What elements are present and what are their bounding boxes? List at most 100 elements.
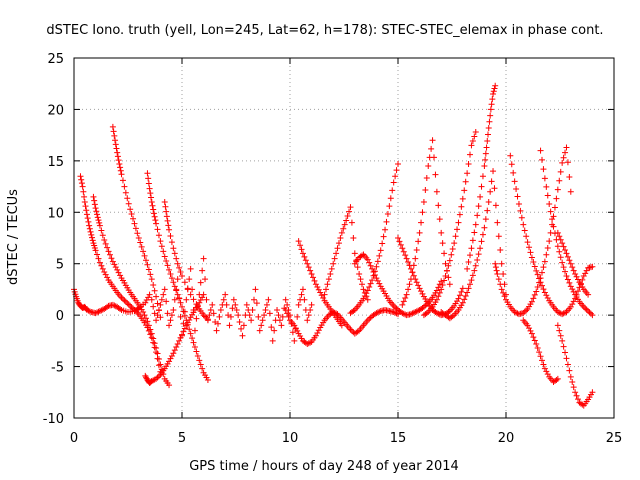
data-point-interp bbox=[539, 156, 545, 163]
data-point bbox=[395, 160, 401, 167]
data-point-interp bbox=[569, 286, 576, 293]
data-point-interp bbox=[527, 249, 534, 256]
data-point-interp bbox=[80, 188, 87, 195]
data-point-interp bbox=[346, 208, 353, 215]
data-point-interp bbox=[534, 284, 541, 291]
data-point-interp bbox=[305, 340, 312, 347]
data-point-interp bbox=[484, 207, 491, 214]
data-point-interp bbox=[344, 213, 351, 220]
data-point bbox=[256, 327, 263, 334]
data-point-interp bbox=[367, 280, 374, 287]
data-point-interp bbox=[374, 258, 381, 265]
data-point-interp bbox=[164, 217, 171, 224]
data-point bbox=[274, 307, 281, 313]
data-point-interp bbox=[117, 272, 124, 279]
data-point-interp bbox=[315, 327, 322, 334]
data-point-interp bbox=[263, 301, 270, 308]
data-point-interp bbox=[189, 286, 196, 293]
data-point-interp bbox=[374, 309, 381, 316]
data-point bbox=[118, 171, 125, 178]
data-point-interp bbox=[531, 263, 538, 270]
data-point-interp bbox=[400, 310, 407, 317]
data-point-interp bbox=[566, 173, 573, 180]
data-point bbox=[395, 235, 401, 241]
data-point-interp bbox=[294, 327, 301, 334]
data-point-interp bbox=[143, 315, 149, 322]
data-point bbox=[174, 276, 181, 283]
data-point-interp bbox=[91, 201, 98, 208]
data-point bbox=[79, 183, 86, 190]
data-point-interp bbox=[117, 305, 124, 312]
data-point-interp bbox=[556, 327, 563, 334]
data-point bbox=[347, 326, 354, 333]
data-point-interp bbox=[180, 328, 187, 335]
data-point bbox=[533, 340, 540, 347]
data-point-interp bbox=[112, 141, 119, 148]
data-point-interp bbox=[167, 271, 174, 277]
data-point bbox=[563, 144, 570, 151]
data-point bbox=[472, 262, 479, 269]
data-point-interp bbox=[540, 286, 547, 293]
tick-layer: 0 5 10 15 20 25 -10 -5 0 5 10 15 20 25 bbox=[43, 52, 623, 446]
data-point bbox=[213, 327, 220, 334]
data-point-interp bbox=[543, 183, 550, 190]
data-point bbox=[157, 361, 164, 368]
data-point-interp bbox=[521, 308, 528, 315]
data-point-interp bbox=[119, 296, 126, 303]
data-point-interp bbox=[467, 252, 473, 259]
data-point bbox=[343, 217, 350, 224]
data-point-interp bbox=[586, 309, 593, 316]
data-point-interp bbox=[168, 275, 175, 282]
data-point bbox=[537, 279, 544, 286]
data-point-interp bbox=[162, 203, 169, 210]
data-point-interp bbox=[366, 315, 373, 322]
y-tick-label: -10 bbox=[43, 412, 64, 427]
data-point-interp bbox=[173, 344, 180, 351]
data-point-interp bbox=[294, 313, 301, 320]
data-point bbox=[546, 238, 553, 245]
data-point-interp bbox=[181, 308, 188, 315]
data-point-interp bbox=[147, 190, 154, 197]
data-point-interp bbox=[419, 209, 426, 216]
data-point bbox=[490, 168, 497, 175]
data-point bbox=[390, 302, 397, 309]
data-point bbox=[559, 240, 566, 247]
data-point-interp bbox=[471, 133, 478, 140]
data-point bbox=[187, 291, 194, 298]
data-point-interp bbox=[125, 301, 132, 308]
data-point-interp bbox=[469, 272, 476, 279]
data-point-interp bbox=[350, 235, 357, 241]
data-point-interp bbox=[176, 337, 183, 344]
data-point-interp bbox=[543, 251, 550, 258]
data-point bbox=[528, 298, 535, 305]
data-point-interp bbox=[134, 230, 141, 237]
data-point bbox=[455, 295, 462, 302]
data-point-interp bbox=[151, 340, 158, 347]
data-point bbox=[567, 373, 574, 380]
data-point-interp bbox=[456, 211, 463, 218]
data-point bbox=[537, 147, 544, 154]
data-point-interp bbox=[93, 208, 100, 215]
data-point bbox=[261, 312, 268, 319]
data-point bbox=[494, 219, 501, 226]
data-point-interp bbox=[366, 259, 373, 266]
data-point bbox=[291, 322, 298, 329]
data-point bbox=[183, 296, 190, 303]
data-point bbox=[243, 301, 250, 308]
data-point-interp bbox=[406, 281, 413, 288]
data-point-interp bbox=[124, 300, 131, 307]
data-point-interp bbox=[251, 296, 257, 303]
data-point-interp bbox=[492, 202, 499, 209]
data-point-interp bbox=[138, 243, 145, 250]
data-point bbox=[157, 238, 164, 245]
data-point-interp bbox=[150, 206, 157, 213]
data-point bbox=[179, 303, 185, 310]
data-point-interp bbox=[82, 203, 89, 210]
data-point bbox=[459, 195, 466, 202]
data-point bbox=[312, 281, 319, 288]
data-point-interp bbox=[337, 235, 344, 241]
data-point bbox=[451, 240, 458, 247]
data-point-interp bbox=[467, 151, 473, 158]
data-point bbox=[464, 289, 471, 296]
data-point-interp bbox=[305, 264, 312, 271]
